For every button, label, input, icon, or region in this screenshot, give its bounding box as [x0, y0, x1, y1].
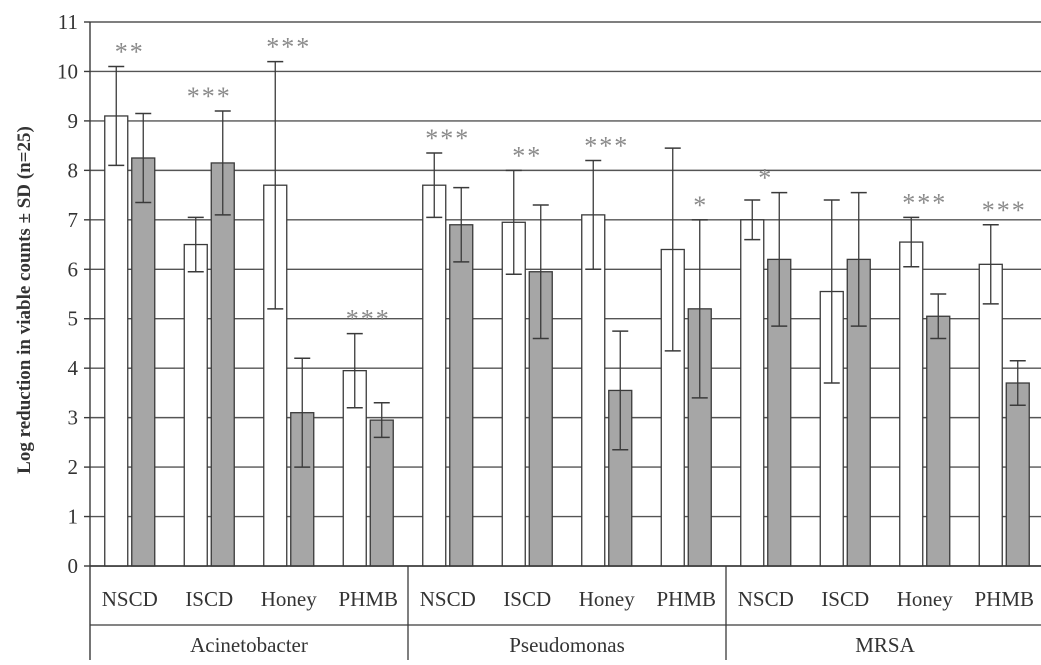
bar-white [183, 243, 208, 567]
x-tick-label: PHMB [656, 587, 716, 611]
bar-gray [131, 157, 156, 567]
significance-label: ** [115, 38, 145, 67]
y-tick-label: 8 [68, 158, 79, 182]
significance-label: ** [512, 141, 542, 170]
significance-label: *** [982, 196, 1027, 225]
y-tick-label: 6 [68, 257, 79, 281]
y-tick-label: 2 [68, 455, 79, 479]
x-tick-label: PHMB [974, 587, 1034, 611]
y-tick-label: 7 [68, 208, 79, 232]
axes: 0 1 2 3 4 5 6 7 8 9 10 11 NSCD ISCD Honey PHMB Acinetoba… [57, 10, 1041, 660]
y-tick-label: 0 [68, 554, 79, 578]
y-tick-label: 10 [57, 59, 78, 83]
gridlines [90, 21, 1041, 567]
bar-gray [449, 224, 474, 567]
y-tick-label: 1 [68, 505, 79, 529]
y-tick-label: 4 [68, 356, 79, 380]
significance-label: * [758, 164, 773, 193]
group-label: Pseudomonas [509, 633, 625, 657]
group-label: Acinetobacter [190, 633, 308, 657]
bar-white [899, 241, 924, 567]
y-tick-label: 3 [68, 406, 79, 430]
bar-white [422, 184, 447, 567]
significance-label: *** [902, 188, 947, 217]
bar-gray [210, 162, 235, 567]
x-tick-label: ISCD [185, 587, 233, 611]
bar-white [740, 219, 765, 567]
y-tick-label: 9 [68, 109, 79, 133]
x-tick-label: ISCD [821, 587, 869, 611]
significance-label: *** [266, 33, 311, 62]
significance-label: *** [425, 124, 470, 153]
significance-label: *** [187, 82, 232, 111]
bar-gray [926, 315, 951, 567]
x-tick-label: NSCD [738, 587, 794, 611]
x-tick-label: NSCD [420, 587, 476, 611]
group-label: MRSA [855, 633, 915, 657]
y-tick-label: 11 [58, 10, 78, 34]
x-tick-label: PHMB [338, 587, 398, 611]
significance-label: *** [346, 305, 391, 334]
x-tick-label: Honey [579, 587, 635, 611]
x-tick-label: Honey [261, 587, 317, 611]
bar-white [104, 115, 129, 567]
significance-label: *** [584, 131, 629, 160]
x-tick-label: NSCD [102, 587, 158, 611]
significance-label: * [693, 191, 706, 220]
bar-white [978, 263, 1003, 567]
x-tick-label: Honey [897, 587, 953, 611]
bars: **************** ******** *** [104, 33, 1030, 567]
bar-gray [1005, 382, 1030, 567]
bar-gray [369, 419, 394, 567]
x-tick-label: ISCD [503, 587, 551, 611]
y-tick-label: 5 [68, 307, 79, 331]
y-axis-title: Log reduction in viable counts ± SD (n=2… [14, 126, 35, 474]
